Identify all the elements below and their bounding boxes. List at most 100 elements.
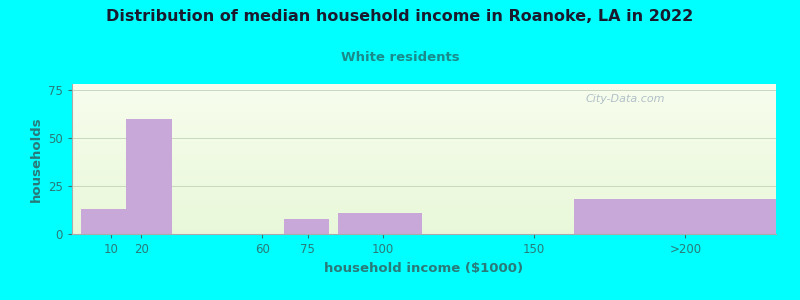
Bar [72, 133, 776, 134]
Bar [72, 122, 776, 123]
Bar [72, 177, 776, 178]
Bar [72, 139, 776, 140]
Bar [72, 131, 776, 132]
Bar [72, 199, 776, 200]
Bar [72, 107, 776, 108]
Bar [72, 197, 776, 198]
Bar [72, 84, 776, 85]
Bar [72, 146, 776, 147]
Bar [72, 136, 776, 137]
Bar [72, 151, 776, 152]
Text: Distribution of median household income in Roanoke, LA in 2022: Distribution of median household income … [106, 9, 694, 24]
Bar [72, 86, 776, 87]
Bar [72, 123, 776, 124]
Bar [72, 171, 776, 172]
Bar [126, 118, 172, 234]
Bar [72, 203, 776, 204]
Bar [72, 90, 776, 91]
Text: White residents: White residents [341, 51, 459, 64]
Bar [72, 89, 776, 90]
Bar [72, 143, 776, 144]
Bar [72, 135, 776, 136]
Bar [72, 114, 776, 115]
Bar [72, 219, 776, 220]
Bar [72, 194, 776, 195]
Bar [72, 140, 776, 141]
Bar [72, 134, 776, 135]
Bar [72, 147, 776, 148]
Bar [81, 209, 126, 234]
Bar [72, 169, 776, 170]
Bar [72, 94, 776, 95]
Bar [72, 205, 776, 206]
Bar [72, 101, 776, 102]
Bar [72, 162, 776, 163]
Bar [72, 181, 776, 182]
Bar [72, 221, 776, 222]
Bar [72, 153, 776, 154]
Bar [72, 202, 776, 203]
Bar [72, 115, 776, 116]
Bar [72, 138, 776, 139]
Bar [72, 110, 776, 111]
Bar [72, 97, 776, 98]
Bar [72, 164, 776, 165]
Bar [72, 222, 776, 223]
Bar [72, 180, 776, 181]
Bar [72, 215, 776, 216]
Bar [72, 191, 776, 192]
Bar [72, 157, 776, 158]
Bar [72, 158, 776, 159]
Bar [574, 200, 776, 234]
Bar [72, 142, 776, 143]
Bar [72, 213, 776, 214]
Bar [72, 167, 776, 168]
Bar [72, 111, 776, 112]
Bar [72, 230, 776, 231]
Bar [72, 148, 776, 149]
Bar [72, 207, 776, 208]
Bar [72, 223, 776, 224]
Bar [72, 88, 776, 89]
Y-axis label: households: households [30, 116, 42, 202]
Bar [72, 166, 776, 167]
Bar [72, 125, 776, 126]
Bar [72, 85, 776, 86]
Bar [72, 104, 776, 105]
Bar [72, 152, 776, 153]
Text: City-Data.com: City-Data.com [586, 94, 666, 104]
Bar [72, 108, 776, 109]
Bar [72, 145, 776, 146]
Bar [72, 226, 776, 227]
Bar [72, 121, 776, 122]
Bar [72, 95, 776, 96]
Bar [72, 185, 776, 186]
Bar [72, 195, 776, 196]
Bar [72, 188, 776, 189]
Bar [72, 208, 776, 209]
Bar [72, 98, 776, 99]
Bar [72, 225, 776, 226]
Bar [72, 212, 776, 213]
Bar [72, 117, 776, 118]
Bar [72, 179, 776, 180]
Bar [72, 187, 776, 188]
Bar [72, 128, 776, 129]
Bar [72, 174, 776, 175]
Bar [72, 93, 776, 94]
Bar [72, 232, 776, 233]
Bar [72, 186, 776, 187]
Bar [72, 183, 776, 184]
Bar [72, 184, 776, 185]
Bar [72, 173, 776, 174]
Bar [72, 137, 776, 138]
Bar [72, 192, 776, 193]
Bar [72, 169, 776, 170]
Bar [72, 161, 776, 162]
Bar [72, 119, 776, 120]
Bar [72, 233, 776, 234]
Bar [72, 189, 776, 190]
Bar [72, 178, 776, 179]
Bar [72, 170, 776, 171]
Bar [72, 220, 776, 221]
